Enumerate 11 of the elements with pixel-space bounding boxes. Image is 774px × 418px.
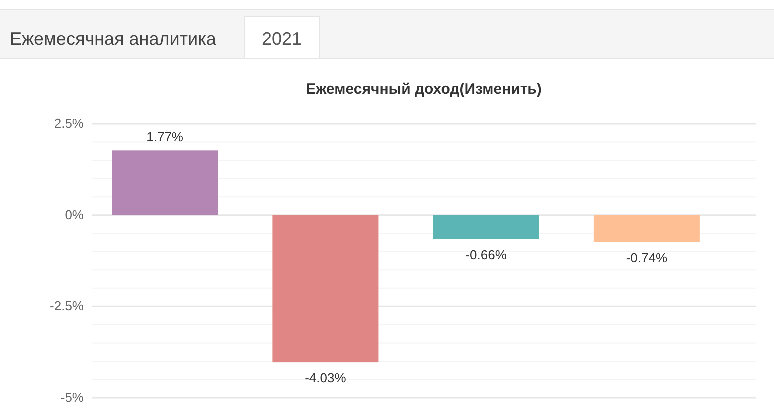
chart-title: Ежемесячный доход(Изменить) (306, 81, 542, 98)
text: Ежемесячная аналитика (10, 29, 218, 49)
y-tick-label: 0% (65, 207, 84, 222)
data-label: -0.74% (626, 250, 668, 266)
data-label: -0.66% (466, 247, 508, 262)
y-tick-label: -5% (60, 390, 84, 405)
text: 2021 (262, 29, 302, 49)
y-tick-label: -2.5% (50, 298, 84, 314)
data-label: 1.77% (146, 130, 184, 145)
y-tick-label: 2.5% (54, 116, 84, 131)
data-label: -4.03% (305, 370, 347, 386)
